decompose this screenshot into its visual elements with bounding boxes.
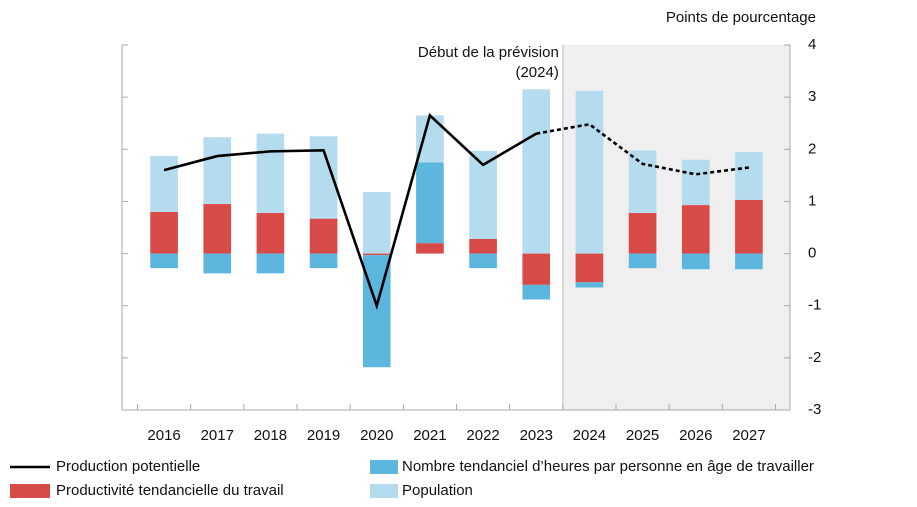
y-tick-label: 1 (808, 192, 816, 209)
bar-segment (628, 212, 657, 254)
y-tick-label: -1 (808, 297, 821, 314)
bar-segment (416, 243, 444, 254)
x-tick-label: 2024 (573, 427, 606, 444)
bar-segment (575, 253, 604, 283)
legend-swatch (10, 484, 50, 498)
bar-segment (203, 137, 232, 205)
bar-segment (522, 89, 551, 254)
line-series (536, 122, 750, 176)
y-tick-label: 2 (808, 140, 816, 157)
legend-label: Production potentielle (56, 458, 200, 475)
bar-segment (256, 212, 285, 254)
legend-label: Population (402, 482, 473, 499)
line-series (163, 112, 537, 311)
annotation: (2024) (515, 64, 558, 81)
bar-segment (150, 156, 178, 212)
bar-segment (309, 253, 338, 269)
bar-segment (735, 151, 763, 200)
legend-swatch (370, 484, 398, 498)
y-axis-label: Points de pourcentage (666, 9, 816, 26)
annotation: Début de la prévision (418, 44, 559, 61)
y-tick-label: 4 (808, 36, 816, 53)
bar-segment (681, 159, 710, 206)
bar-segment (256, 253, 285, 274)
x-tick-label: 2027 (732, 427, 765, 444)
x-tick-label: 2026 (679, 427, 712, 444)
bar-segment (203, 253, 232, 274)
bar-segment (681, 205, 710, 254)
x-tick-label: 2017 (201, 427, 234, 444)
bar-segment (575, 90, 604, 254)
bar-segment (256, 133, 285, 213)
bar-segment (735, 253, 763, 270)
bar-segment (362, 192, 391, 254)
x-tick-label: 2019 (307, 427, 340, 444)
bar-segment (735, 199, 763, 254)
x-tick-label: 2016 (147, 427, 180, 444)
bar-segment (628, 150, 657, 213)
legend-swatch (370, 460, 398, 474)
bar-segment (362, 253, 391, 256)
x-tick-label: 2020 (360, 427, 393, 444)
bar-segment (628, 253, 657, 269)
bar-segment (469, 253, 497, 269)
bar-segment (150, 253, 178, 269)
y-tick-label: -2 (808, 349, 821, 366)
bar-segment (416, 115, 444, 163)
bar-segment (575, 282, 604, 288)
x-tick-label: 2025 (626, 427, 659, 444)
y-tick-label: -3 (808, 401, 821, 418)
bar-segment (522, 253, 551, 285)
legend-label: Nombre tendanciel d’heures par personne … (402, 458, 814, 475)
bar-segment (309, 218, 338, 254)
bar-segment (203, 204, 232, 254)
y-tick-label: 3 (808, 88, 816, 105)
bar-segment (150, 211, 178, 254)
x-tick-label: 2021 (413, 427, 446, 444)
x-tick-label: 2022 (466, 427, 499, 444)
bar-segment (681, 253, 710, 270)
y-tick-label: 0 (808, 245, 816, 262)
x-tick-label: 2018 (254, 427, 287, 444)
bar-segment (522, 284, 551, 300)
bar-segment (469, 238, 497, 254)
legend-label: Productivité tendancielle du travail (56, 482, 284, 499)
bar-segment (416, 162, 444, 244)
x-tick-label: 2023 (520, 427, 553, 444)
